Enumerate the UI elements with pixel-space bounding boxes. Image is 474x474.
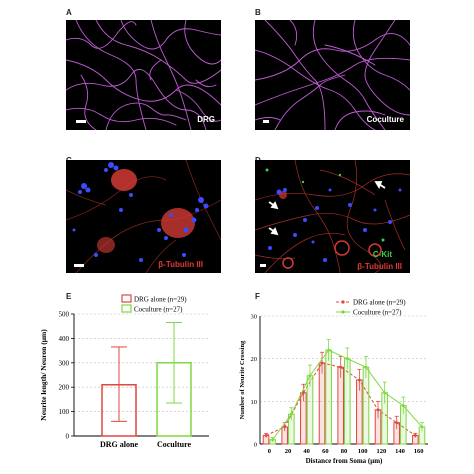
data-point (345, 357, 349, 361)
scale-bar (263, 120, 269, 123)
legend-marker (341, 300, 345, 304)
panel-a-label: DRG (197, 115, 215, 124)
neurite-network-a (66, 20, 221, 130)
chart-f: 0 10 20 30 Number of Neurite Crossing Distanc… (236, 296, 436, 466)
panel-d-label-red: β-Tubulin III (357, 262, 402, 271)
panel-letter-a: A (66, 8, 72, 17)
x-tick-label: 20 (285, 448, 292, 455)
tubulin-ckit-image-d (255, 160, 410, 273)
x-tick-label: 120 (376, 448, 386, 455)
data-point (364, 365, 368, 369)
bar (318, 362, 326, 445)
data-point (357, 378, 361, 382)
data-point (289, 412, 293, 416)
scale-bar (76, 120, 86, 123)
y-tick-label: 100 (59, 408, 70, 416)
y-tick-label: 300 (59, 359, 70, 367)
legend-label: Coculture (n=27) (353, 309, 402, 317)
x-axis-label: Distance from Soma (μm) (306, 457, 383, 465)
data-point (339, 365, 343, 369)
x-tick-label: 40 (303, 448, 310, 455)
data-point (376, 408, 380, 412)
x-tick-label: Coculture (157, 440, 192, 449)
x-tick-label: 0 (268, 448, 271, 455)
micrograph-b: Coculture (255, 20, 410, 130)
data-point (271, 438, 275, 442)
micrograph-c: β-Tubulin III (66, 160, 221, 273)
data-point (420, 425, 424, 429)
bar (362, 366, 370, 445)
chart-e-svg: 0 100 200 300 400 500 Neurite length/ Neuron (… (39, 294, 209, 449)
y-tick-label: 200 (59, 384, 70, 392)
legend-marker (341, 310, 345, 314)
data-point (320, 361, 324, 365)
y-axis-label: Neurite length/ Neuron (μm) (39, 329, 48, 421)
tubulin-image-c (66, 160, 221, 273)
y-tick-label: 30 (251, 314, 258, 321)
panel-letter-b: B (255, 8, 261, 17)
panel-letter-e: E (66, 292, 72, 301)
data-point (401, 404, 405, 407)
y-tick-label: 0 (66, 433, 70, 441)
x-tick-label: 60 (322, 448, 329, 455)
panel-b-label: Coculture (366, 115, 404, 124)
panel-d-label-green: C-Kit (372, 250, 392, 259)
panel-letter-f: F (255, 292, 260, 301)
y-tick-label: 0 (254, 442, 257, 449)
data-point (308, 374, 312, 378)
bar (344, 358, 351, 445)
data-point (301, 391, 305, 395)
legend-label: Coculture (n=27) (134, 306, 183, 314)
legend-swatch (121, 304, 132, 313)
x-tick-label: 140 (395, 448, 405, 455)
neurite-network-b (255, 20, 410, 130)
y-axis-label: Number of Neurite Crossing (239, 340, 246, 419)
x-tick-label: 80 (341, 448, 348, 455)
bar (325, 349, 332, 445)
chart-f-svg: 0 10 20 30 Number of Neurite Crossing Distanc… (239, 299, 428, 465)
micrograph-a: DRG (66, 20, 221, 130)
data-point (264, 434, 268, 437)
series-line (265, 362, 416, 436)
x-tick-label: 160 (414, 448, 424, 455)
y-tick-label: 400 (59, 335, 70, 343)
data-point (327, 348, 331, 352)
y-tick-label: 500 (59, 311, 70, 319)
data-point (383, 391, 387, 395)
scale-bar (74, 264, 84, 267)
data-point (395, 421, 399, 425)
legend-swatch (121, 294, 132, 303)
y-tick-label: 20 (251, 356, 258, 363)
micrograph-d: C-Kit β-Tubulin III (255, 160, 410, 273)
scale-bar (260, 264, 266, 267)
x-tick-label: 100 (358, 448, 368, 455)
panel-c-label: β-Tubulin III (158, 260, 203, 269)
data-point (283, 425, 287, 429)
y-tick-label: 10 (251, 399, 258, 406)
legend-label: DRG alone (n=29) (134, 296, 187, 304)
bar (337, 366, 345, 445)
legend-label: DRG alone (n=29) (353, 299, 406, 307)
chart-e: 0 100 200 300 400 500 Neurite length/ Neuron (… (34, 294, 234, 456)
data-point (413, 434, 417, 437)
x-tick-label: DRG alone (100, 440, 138, 449)
